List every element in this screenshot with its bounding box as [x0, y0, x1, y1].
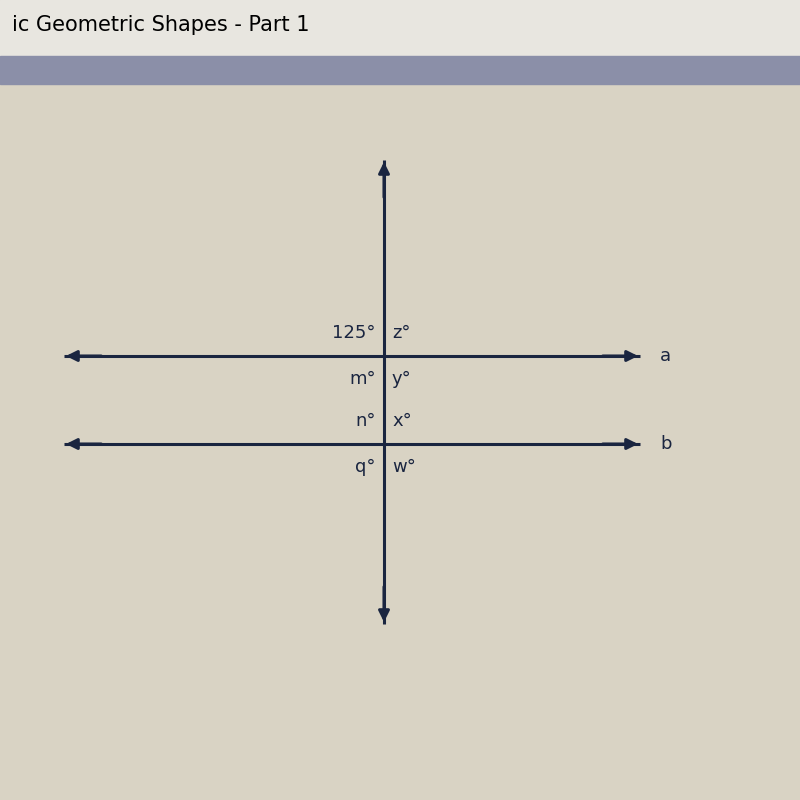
Text: n°: n°	[355, 411, 376, 430]
Text: ic Geometric Shapes - Part 1: ic Geometric Shapes - Part 1	[12, 15, 310, 35]
Text: x°: x°	[392, 411, 412, 430]
Bar	[0, 0, 800, 56]
Bar	[0, 56, 800, 84]
Text: m°: m°	[350, 370, 376, 388]
Text: y°: y°	[392, 370, 412, 388]
Text: a: a	[660, 347, 671, 365]
Text: 125°: 125°	[333, 323, 376, 342]
Text: b: b	[660, 435, 671, 453]
Text: w°: w°	[392, 458, 416, 477]
Text: z°: z°	[392, 323, 410, 342]
Text: q°: q°	[355, 458, 376, 477]
